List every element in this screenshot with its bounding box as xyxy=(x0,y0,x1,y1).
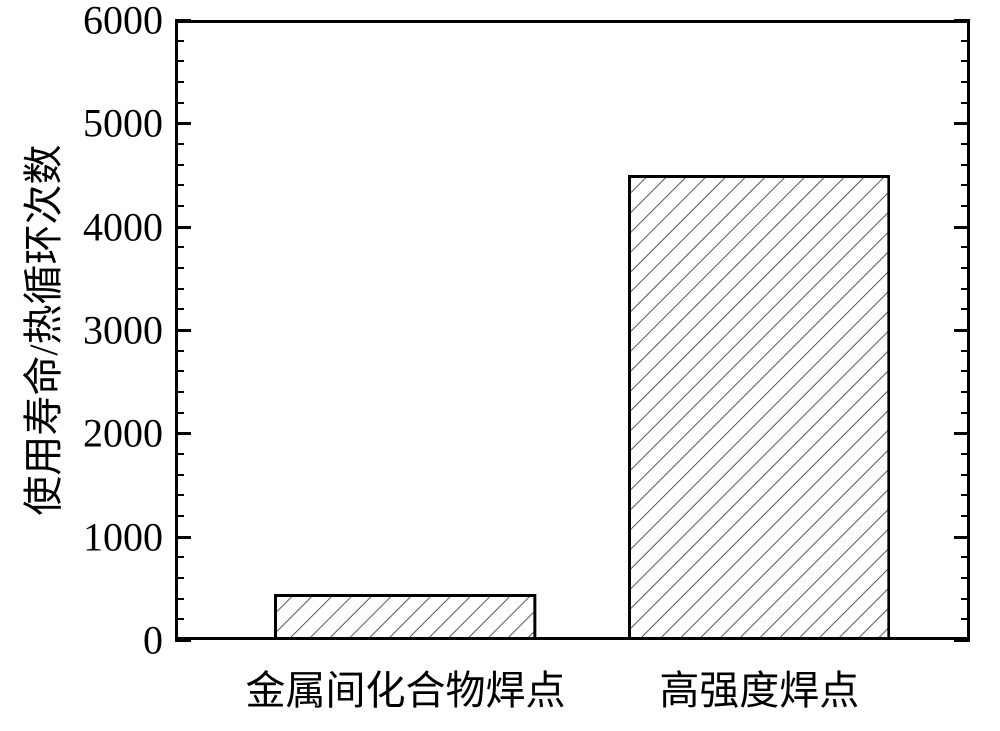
plot-frame xyxy=(175,20,970,640)
y-tick-label: 4000 xyxy=(83,203,163,250)
x-category-label: 金属间化合物焊点 xyxy=(246,658,566,716)
figure: 使用寿命/热循环次数 0 1000 2000 3000 4000 5000 6000 金属间… xyxy=(0,0,1000,731)
y-tick-label: 1000 xyxy=(83,513,163,560)
y-tick-label: 0 xyxy=(143,617,163,664)
y-tick-label: 6000 xyxy=(83,0,163,44)
x-category-label: 高强度焊点 xyxy=(659,658,859,716)
y-tick-label: 3000 xyxy=(83,307,163,354)
y-tick-label: 5000 xyxy=(83,100,163,147)
y-axis-title: 使用寿命/热循环次数 xyxy=(11,144,69,515)
y-tick-label: 2000 xyxy=(83,410,163,457)
